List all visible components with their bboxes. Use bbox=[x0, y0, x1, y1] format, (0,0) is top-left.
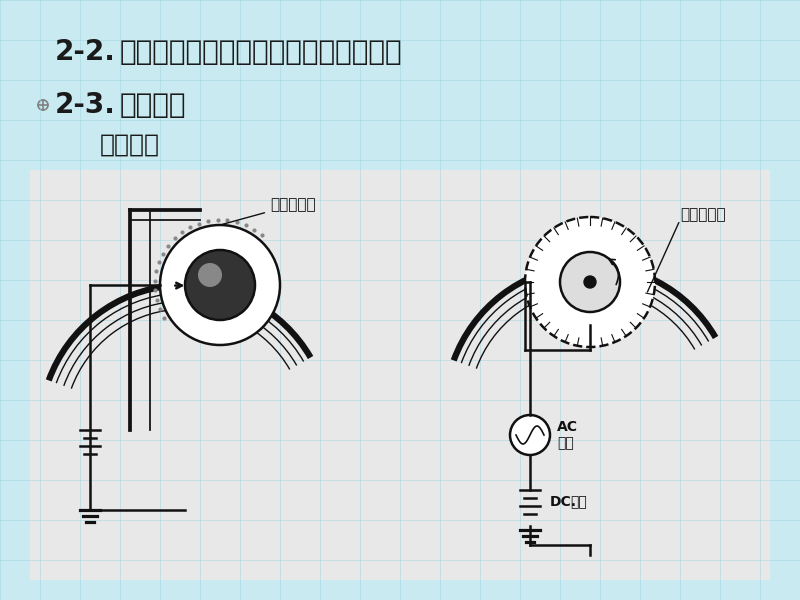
Text: 2-3.: 2-3. bbox=[55, 91, 116, 119]
Text: 一次充电辊: 一次充电辊 bbox=[222, 197, 316, 224]
Circle shape bbox=[584, 276, 596, 288]
Text: DC.: DC. bbox=[550, 495, 577, 509]
Circle shape bbox=[525, 217, 655, 347]
Text: 一次充电辊: 一次充电辊 bbox=[680, 208, 726, 223]
Text: 2-2.: 2-2. bbox=[55, 38, 116, 66]
Text: 偏压: 偏压 bbox=[570, 495, 586, 509]
Circle shape bbox=[185, 250, 255, 320]
Circle shape bbox=[560, 252, 620, 312]
Text: AC: AC bbox=[557, 420, 578, 434]
Bar bbox=[30, 170, 770, 580]
Text: 辊充电：: 辊充电： bbox=[100, 133, 160, 157]
Circle shape bbox=[160, 225, 280, 345]
Text: 一次充电: 一次充电 bbox=[120, 91, 186, 119]
Circle shape bbox=[510, 415, 550, 455]
Text: 前曝光：消除感光鼓表面上的残留电荷: 前曝光：消除感光鼓表面上的残留电荷 bbox=[120, 38, 402, 66]
Text: 偏压: 偏压 bbox=[557, 436, 574, 450]
Circle shape bbox=[198, 263, 222, 287]
